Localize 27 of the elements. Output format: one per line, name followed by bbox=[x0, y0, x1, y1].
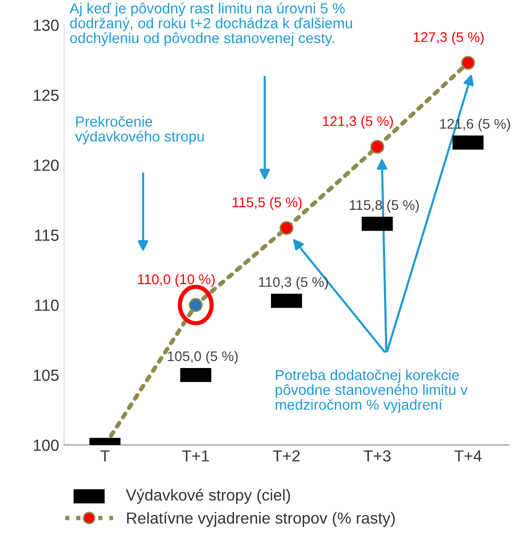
x-tick-label: T+1 bbox=[182, 450, 209, 462]
point bbox=[370, 140, 384, 154]
x-tick-label: T+4 bbox=[454, 450, 482, 462]
y-tick-label: 125 bbox=[34, 90, 59, 101]
point bbox=[280, 221, 294, 235]
data-label: 121,3 (5 %) bbox=[323, 116, 393, 129]
data-label: 127,3 (5 %) bbox=[414, 32, 484, 45]
point bbox=[461, 56, 475, 70]
annotation: Prekročenie výdavkového stropu bbox=[75, 116, 204, 144]
y-tick-label: 105 bbox=[34, 370, 59, 381]
data-label: 115,5 (5 %) bbox=[232, 197, 302, 210]
data-label: 110,0 (10 %) bbox=[138, 274, 215, 287]
y-tick-label: 120 bbox=[34, 160, 59, 171]
legend-label: Relatívne vyjadrenie stropov (% rasty) bbox=[127, 512, 395, 527]
y-tick-label: 110 bbox=[35, 300, 59, 311]
annotation: Potreba dodatočnej korekcie pôvodne stanoveného limitu v medziročnom % vyjadrení bbox=[276, 369, 468, 413]
data-label: 105,0 (5 %) bbox=[168, 350, 238, 364]
y-tick-label: 115 bbox=[35, 230, 59, 241]
legend-label: Výdavkové stropy (ciel) bbox=[126, 488, 290, 504]
annotation: Aj keď je pôvodný rast limitu na úrovni 5 % dodržaný, od roku t+2 dochádza k ďalšiemu odchýleniu od pôvodne stanovenej cesty. bbox=[70, 2, 352, 46]
y-tick-label: 100 bbox=[34, 440, 59, 451]
x-tick-label: T bbox=[100, 450, 110, 462]
data-label: 110,3 (5 %) bbox=[259, 276, 328, 290]
y-tick-label: 130 bbox=[34, 20, 59, 31]
x-tick-label: T+2 bbox=[272, 450, 300, 462]
data-label: 115,8 (5 %) bbox=[350, 200, 419, 213]
x-tick-label: T+3 bbox=[364, 450, 391, 462]
